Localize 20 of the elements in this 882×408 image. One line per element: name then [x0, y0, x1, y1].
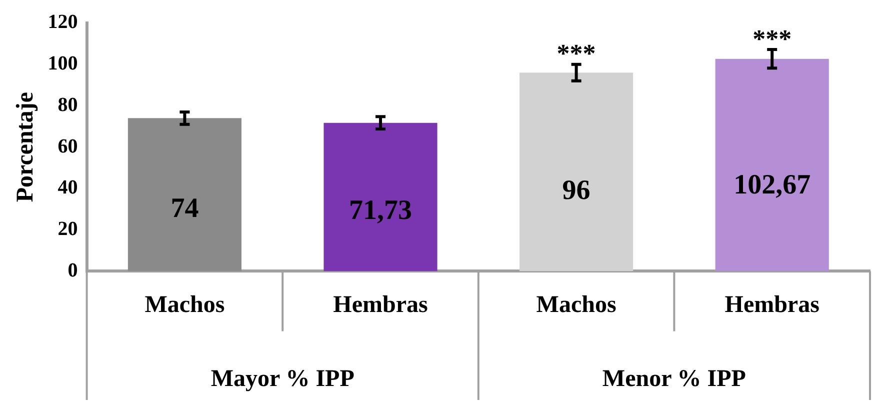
y-tick-label: 40	[58, 176, 78, 199]
y-tick-label: 120	[48, 11, 78, 34]
data-label: 74	[170, 193, 199, 224]
y-tick-label: 80	[58, 94, 78, 116]
annotation: ***	[752, 24, 792, 54]
data-label: 71,73	[349, 195, 412, 226]
data-label: 96	[562, 175, 590, 206]
y-axis-title: Porcentaje	[12, 92, 39, 202]
y-tick-label: 0	[68, 259, 78, 282]
data-label: 102,67	[734, 169, 811, 200]
x-tick-label: Hembras	[333, 292, 428, 318]
y-tick-label: 100	[48, 52, 78, 75]
x-tick-label: Machos	[536, 292, 616, 318]
x-tick-label: Hembras	[724, 292, 820, 318]
annotation: ***	[556, 39, 596, 68]
text: Mayor % IPP	[210, 366, 354, 392]
x-tick-label: Machos	[144, 292, 225, 318]
y-tick-label: 60	[58, 135, 78, 158]
y-tick-label: 20	[58, 218, 78, 240]
text: Menor % IPP	[602, 366, 746, 392]
